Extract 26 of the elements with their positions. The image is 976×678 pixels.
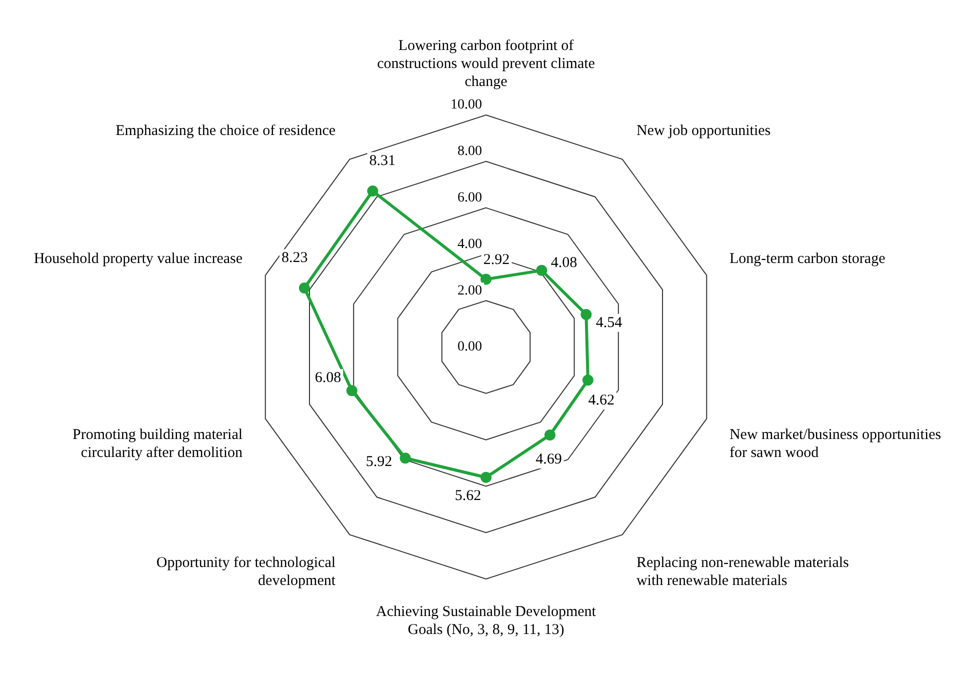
- y-tick-label: 0.00: [458, 340, 482, 355]
- spoke-label: Achieving Sustainable Development Goals (No, 3, 8, 9, 11, 13): [376, 604, 597, 638]
- data-label: 4.54: [596, 314, 623, 331]
- data-label: 4.08: [550, 254, 578, 271]
- data-label: 8.23: [282, 250, 308, 266]
- data-label: 2.92: [483, 252, 510, 268]
- y-tick-label: 8.00: [458, 144, 482, 160]
- y-tick-label: 4.00: [458, 236, 482, 252]
- spoke-label: Emphasizing the choice of residence: [116, 122, 336, 139]
- y-tick-label: 2.00: [458, 283, 482, 298]
- spoke-label: Household property value increase: [34, 250, 243, 267]
- spoke-label: Opportunity for technological development: [156, 555, 336, 590]
- data-label: 4.69: [536, 451, 562, 468]
- y-tick-label: 6.00: [458, 190, 482, 206]
- spoke-label: New job opportunities: [636, 122, 771, 139]
- data-label: 4.62: [588, 392, 615, 408]
- y-tick-label: 10.00: [450, 98, 482, 113]
- spoke-label: New market/business opportunities for sawn wood: [729, 427, 942, 462]
- spoke-label: Promoting building material circularity after demolition: [72, 427, 244, 462]
- spoke-label: Lowering carbon footprint of constructions would prevent climate change: [377, 38, 596, 90]
- data-label: 5.62: [454, 488, 482, 504]
- data-label: 5.92: [366, 454, 392, 470]
- data-label: 6.08: [314, 370, 342, 386]
- data-label: 8.31: [369, 153, 396, 170]
- spoke-label: Replacing non-renewable materials with renewable materials: [636, 555, 850, 590]
- spoke-label: Long-term carbon storage: [729, 250, 886, 267]
